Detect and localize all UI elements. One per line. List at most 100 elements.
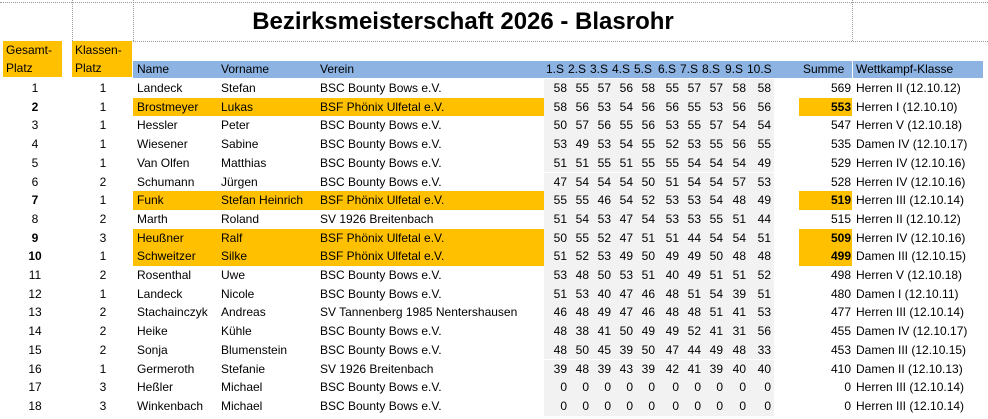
name-cell: Heßler bbox=[137, 380, 174, 395]
shot-3-cell: 49 bbox=[597, 305, 611, 320]
vorname-cell: Sabine bbox=[221, 137, 259, 152]
shot-5-cell: 46 bbox=[641, 286, 655, 301]
shot-3-cell: 41 bbox=[597, 324, 611, 339]
shot-8-cell: 41 bbox=[709, 324, 723, 339]
shot-3-cell: 46 bbox=[597, 193, 611, 208]
header-shot-9: 9.S bbox=[725, 62, 744, 76]
shot-10-cell: 56 bbox=[757, 99, 771, 114]
shot-2-cell: 54 bbox=[575, 211, 589, 226]
table-row: 10 1 Schweitzer Silke BSF Phönix Ulfetal e.V… bbox=[0, 247, 988, 266]
klassen-platz: 3 bbox=[99, 380, 107, 395]
shot-5-cell: 50 bbox=[641, 174, 655, 189]
shot-1-cell: 51 bbox=[553, 211, 567, 226]
shot-6-cell: 40 bbox=[665, 268, 679, 282]
summe-cell: 535 bbox=[830, 137, 851, 152]
shot-10-cell: 0 bbox=[764, 380, 771, 395]
summe-cell: 528 bbox=[830, 174, 851, 189]
shot-2-cell: 49 bbox=[575, 137, 589, 152]
shot-10-cell: 52 bbox=[757, 268, 771, 282]
grid-line bbox=[72, 0, 73, 41]
shot-1-cell: 0 bbox=[560, 380, 567, 395]
shot-1-cell: 51 bbox=[553, 286, 567, 301]
shots-background bbox=[544, 396, 774, 416]
header-summe: Summe bbox=[803, 62, 845, 76]
shot-4-cell: 0 bbox=[626, 380, 633, 395]
shot-4-cell: 0 bbox=[626, 398, 633, 413]
vorname-cell: Blumenstein bbox=[221, 342, 288, 357]
shot-10-cell: 49 bbox=[757, 193, 771, 208]
shot-1-cell: 53 bbox=[553, 137, 567, 152]
shot-4-cell: 53 bbox=[619, 268, 633, 282]
shot-1-cell: 50 bbox=[553, 230, 567, 245]
header-gesamt-platz: Gesamt- Platz bbox=[3, 41, 62, 77]
shot-7-cell: 54 bbox=[687, 174, 701, 189]
klasse-cell: Herren I (12.10.10) bbox=[856, 99, 958, 114]
shot-8-cell: 39 bbox=[709, 361, 723, 376]
klasse-cell: Herren II (12.10.12) bbox=[856, 81, 961, 95]
gesamt-platz: 16 bbox=[28, 361, 42, 376]
table-row: 12 1 Landeck Nicole BSC Bounty Bows e.V. 51 53… bbox=[0, 284, 988, 304]
shot-1-cell: 46 bbox=[553, 305, 567, 320]
gesamt-platz: 2 bbox=[31, 99, 39, 114]
shot-6-cell: 42 bbox=[665, 361, 679, 376]
shot-3-cell: 55 bbox=[597, 155, 611, 170]
shot-10-cell: 44 bbox=[757, 211, 771, 226]
klassen-platz: 1 bbox=[99, 137, 107, 152]
grid-line bbox=[133, 0, 134, 41]
table-row: 8 2 Marth Roland SV 1926 Breitenbach 51 54 53 47… bbox=[0, 209, 988, 229]
shot-6-cell: 53 bbox=[665, 211, 679, 226]
klasse-cell: Herren III (12.10.14) bbox=[856, 193, 965, 208]
shot-7-cell: 0 bbox=[694, 398, 701, 413]
shots-background bbox=[544, 340, 774, 360]
shots-background bbox=[544, 135, 774, 154]
verein-cell: BSC Bounty Bows e.V. bbox=[320, 286, 442, 301]
verein-cell: BSF Phönix Ulfetal e.V. bbox=[320, 193, 445, 208]
klassen-platz: 1 bbox=[99, 249, 107, 264]
gesamt-platz: 12 bbox=[28, 286, 42, 301]
name-cell: Sonja bbox=[137, 342, 168, 357]
shot-6-cell: 49 bbox=[665, 324, 679, 339]
shot-7-cell: 44 bbox=[687, 230, 701, 245]
header-klassen-line2: Platz bbox=[75, 61, 102, 75]
shot-8-cell: 50 bbox=[709, 249, 723, 264]
shot-7-cell: 0 bbox=[694, 380, 701, 395]
shot-6-cell: 53 bbox=[665, 118, 679, 133]
verein-cell: BSF Phönix Ulfetal e.V. bbox=[320, 249, 445, 264]
shot-4-cell: 47 bbox=[619, 305, 633, 320]
shot-4-cell: 55 bbox=[619, 118, 633, 133]
summe-cell: 410 bbox=[830, 361, 851, 376]
shot-7-cell: 53 bbox=[687, 193, 701, 208]
shot-1-cell: 55 bbox=[553, 193, 567, 208]
shot-9-cell: 54 bbox=[732, 230, 746, 245]
klassen-platz: 1 bbox=[99, 286, 107, 301]
verein-cell: BSC Bounty Bows e.V. bbox=[320, 342, 442, 357]
shot-9-cell: 48 bbox=[732, 342, 746, 357]
summe-cell: 498 bbox=[830, 268, 851, 282]
shot-8-cell: 55 bbox=[709, 137, 723, 152]
gesamt-platz: 6 bbox=[31, 174, 39, 189]
klassen-platz: 1 bbox=[99, 155, 107, 170]
klasse-cell: Herren IV (12.10.16) bbox=[856, 155, 966, 170]
shot-6-cell: 55 bbox=[665, 155, 679, 170]
summe-cell: 553 bbox=[830, 99, 851, 114]
shot-2-cell: 50 bbox=[575, 342, 589, 357]
klasse-cell: Herren III (12.10.14) bbox=[856, 398, 965, 413]
header-shot-8: 8.S bbox=[702, 62, 721, 76]
gesamt-platz: 7 bbox=[31, 193, 39, 208]
shot-7-cell: 53 bbox=[687, 211, 701, 226]
klassen-platz: 2 bbox=[99, 174, 107, 189]
table-row: 17 3 Heßler Michael BSC Bounty Bows e.V. 0 0 0 0… bbox=[0, 378, 988, 397]
header-shot-3: 3.S bbox=[590, 62, 609, 76]
name-cell: Brostmeyer bbox=[137, 99, 199, 114]
table-row: 3 1 Hessler Peter BSC Bounty Bows e.V. 50 57 56… bbox=[0, 116, 988, 136]
shot-5-cell: 58 bbox=[641, 81, 655, 95]
shot-2-cell: 48 bbox=[575, 305, 589, 320]
shots-background bbox=[544, 172, 774, 192]
header-shot-2: 2.S bbox=[568, 62, 587, 76]
verein-cell: SV 1926 Breitenbach bbox=[320, 211, 434, 226]
shot-2-cell: 0 bbox=[582, 398, 589, 413]
shot-9-cell: 0 bbox=[739, 398, 746, 413]
shots-background bbox=[544, 97, 774, 117]
shot-10-cell: 51 bbox=[757, 286, 771, 301]
verein-cell: BSC Bounty Bows e.V. bbox=[320, 81, 442, 95]
